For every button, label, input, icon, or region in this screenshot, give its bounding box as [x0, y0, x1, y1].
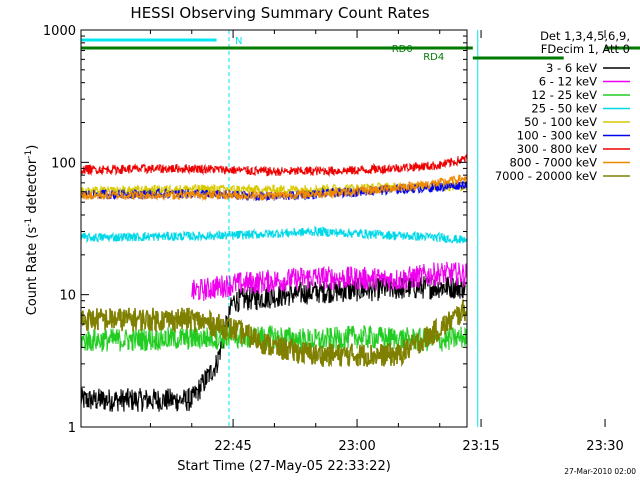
timestamp: 27-Mar-2010 02:00: [564, 467, 636, 476]
flag-label-rd4: RD4: [423, 52, 444, 63]
y-axis-label-part2: detector: [25, 158, 40, 218]
x-axis-label: Start Time (27-May-05 22:33:22): [177, 459, 391, 474]
chart-title: HESSI Observing Summary Count Rates: [130, 4, 429, 22]
plot-area: N RD0 RD4: [81, 30, 640, 427]
legend-header-line1: Det 1,3,4,5,6,9,: [540, 29, 630, 43]
y-axis-label-part3: ): [25, 145, 40, 150]
y-axis: 1 10 100 1000: [43, 24, 467, 436]
y-tick-label-0: 1: [68, 421, 76, 436]
series-line-3: [81, 225, 467, 244]
legend-label-0: 3 - 6 keV: [546, 61, 597, 75]
legend-label-1: 6 - 12 keV: [539, 75, 597, 89]
legend-label-7: 800 - 7000 keV: [509, 156, 597, 170]
series-line-7: [81, 172, 467, 202]
x-tick-label-2: 23:15: [462, 439, 499, 454]
series-line-5: [81, 180, 467, 202]
legend-label-4: 50 - 100 keV: [524, 115, 597, 129]
legend-label-5: 100 - 300 keV: [517, 129, 597, 143]
y-axis-label: Count Rate (s-1 detector-1): [24, 145, 40, 316]
x-tick-label-3: 23:30: [586, 439, 623, 454]
legend-label-8: 7000 - 20000 keV: [495, 169, 597, 183]
legend-label-2: 12 - 25 keV: [531, 88, 597, 102]
y-tick-label-3: 1000: [43, 24, 76, 39]
y-tick-label-1: 10: [59, 289, 76, 304]
series-line-4: [81, 180, 467, 197]
flag-bars: N RD0 RD4: [81, 36, 640, 63]
x-tick-label-1: 23:00: [338, 439, 375, 454]
y-tick-label-2: 100: [51, 156, 76, 171]
flag-label-n: N: [235, 36, 242, 47]
y-axis-label-part1: Count Rate (s: [25, 227, 40, 316]
series-line-8: [81, 299, 467, 368]
y-axis-label-sup1: -1: [24, 218, 34, 227]
series-line-0: [81, 276, 467, 412]
series-group: [81, 154, 467, 412]
series-line-2: [81, 325, 467, 352]
plot-frame: [80, 29, 468, 428]
y-axis-label-sup2: -1: [24, 150, 34, 159]
legend-header-line2: FDecim 1, Att 0: [541, 42, 630, 56]
legend-label-6: 300 - 800 keV: [517, 142, 597, 156]
legend-label-3: 25 - 50 keV: [531, 102, 597, 116]
x-tick-label-0: 22:45: [214, 439, 251, 454]
legend: Det 1,3,4,5,6,9, FDecim 1, Att 0 3 - 6 k…: [495, 29, 630, 183]
flag-label-rd0: RD0: [392, 44, 413, 55]
series-line-6: [81, 154, 467, 178]
series-line-1: [191, 261, 467, 302]
